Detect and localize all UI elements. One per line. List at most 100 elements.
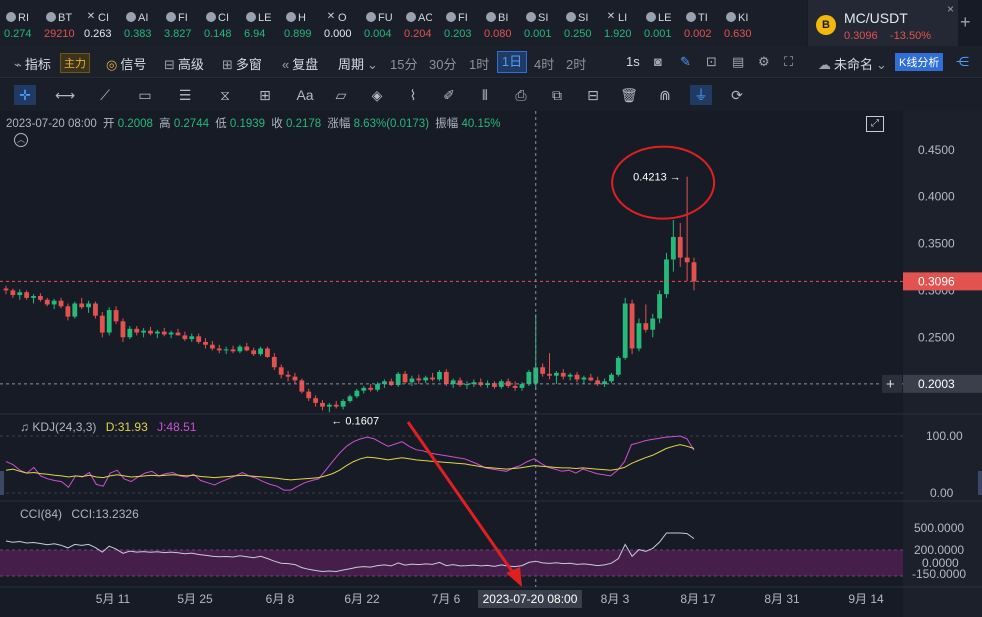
- ticker-item[interactable]: [764, 0, 804, 46]
- ticker-item[interactable]: FI 0.203: [444, 0, 484, 46]
- trash-icon[interactable]: 🗑: [620, 87, 638, 103]
- ticker-price: 0.204: [404, 28, 432, 40]
- period-2h[interactable]: 2时: [566, 57, 587, 72]
- magnet-icon[interactable]: ⋒: [659, 87, 671, 103]
- ticker-price: 0.004: [364, 28, 392, 40]
- crosshair-price-label: 0.2003: [918, 377, 955, 391]
- ticker-item[interactable]: BI 0.080: [484, 0, 524, 46]
- candle-body: [148, 330, 153, 334]
- candle-body: [203, 341, 208, 345]
- filter-icon[interactable]: ⏚: [690, 85, 712, 105]
- ticker-price: 0.250: [564, 28, 592, 40]
- text-icon[interactable]: Aa: [296, 87, 314, 103]
- replay-button[interactable]: «复盘: [282, 54, 318, 73]
- cci-legend[interactable]: CCI(84) CCI:13.2326: [20, 507, 139, 521]
- period-dropdown[interactable]: 周期 ⌄: [338, 54, 381, 73]
- add-tab-icon[interactable]: +: [960, 12, 971, 32]
- advanced-button[interactable]: ⊟ 高级: [164, 54, 204, 73]
- candle-body: [430, 377, 435, 380]
- candle-body: [664, 259, 669, 295]
- kdj-j-value: J:48.51: [157, 420, 197, 434]
- multi-window-button[interactable]: ⊞ 多窗: [222, 54, 262, 73]
- main-badge[interactable]: 主力: [60, 53, 90, 73]
- candle-body: [251, 350, 257, 355]
- ticker-item[interactable]: TI 0.002: [684, 0, 724, 46]
- collapse-icon[interactable]: ︿: [14, 133, 28, 147]
- measure-icon[interactable]: ⧖: [220, 87, 230, 103]
- candle-body: [567, 374, 573, 377]
- price-axis-label: 0.4000: [918, 190, 955, 204]
- ticker-strip: RI 0.274 BT 29210 ✕ CI 0.263 AI 0.383 FI 3.827 CI 0.…: [0, 0, 807, 46]
- ticker-item[interactable]: SI 0.001: [524, 0, 564, 46]
- ticker-item[interactable]: KI 0.630: [724, 0, 764, 46]
- crosshair-icon[interactable]: ✛: [14, 85, 36, 105]
- ruler-icon[interactable]: ⌇: [409, 87, 417, 103]
- ticker-item[interactable]: ✕ LI 1.920: [604, 0, 644, 46]
- change-label: 涨幅: [327, 118, 351, 130]
- indicators-button[interactable]: ⌁ 指标: [14, 54, 51, 73]
- candle-body: [86, 303, 91, 308]
- parallel-channel-icon[interactable]: ☰: [178, 87, 192, 103]
- period-1s[interactable]: 1s: [626, 54, 640, 69]
- layout-name-dropdown[interactable]: ☁ 未命名 ⌄: [818, 54, 890, 73]
- duplicate-icon[interactable]: ⧉: [552, 87, 562, 103]
- trend-line-icon[interactable]: ⟋: [100, 87, 110, 103]
- amplitude-label: 振幅: [435, 118, 459, 130]
- h-line-icon[interactable]: ⟷: [54, 87, 76, 103]
- coin-icon: [126, 12, 136, 22]
- pencil-icon[interactable]: ✐: [443, 87, 455, 103]
- candle-body: [278, 367, 284, 375]
- copy-icon[interactable]: ⎙: [515, 87, 527, 103]
- period-1d[interactable]: 1日: [497, 51, 527, 73]
- low-label: 低: [215, 118, 227, 130]
- sync-icon[interactable]: ⟳: [731, 87, 743, 103]
- share-icon[interactable]: ⋲: [956, 54, 969, 69]
- ticker-item[interactable]: SI 0.250: [564, 0, 604, 46]
- price-chart[interactable]: 0.45000.40000.35000.30000.25000.30960.20…: [0, 111, 982, 617]
- ticker-item[interactable]: AI 0.383: [124, 0, 164, 46]
- coin-icon: [726, 12, 736, 22]
- candle-body: [285, 374, 291, 377]
- ticker-item[interactable]: LE 6.94: [244, 0, 284, 46]
- ticker-item[interactable]: AC 0.204: [404, 0, 444, 46]
- close-tab-icon[interactable]: ×: [946, 2, 954, 16]
- expand-icon[interactable]: ⛶: [784, 54, 794, 69]
- ticker-item[interactable]: ✕ O 0.000: [324, 0, 364, 46]
- ticker-item[interactable]: LE 0.001: [644, 0, 684, 46]
- period-30m[interactable]: 30分: [429, 57, 457, 72]
- candle-pattern-icon[interactable]: ⫴: [482, 87, 488, 103]
- add-box-icon[interactable]: ⊞: [259, 87, 271, 103]
- layout-icon[interactable]: ▤: [732, 54, 745, 69]
- period-4h[interactable]: 4时: [534, 57, 555, 72]
- bell-icon[interactable]: ♫: [20, 420, 29, 434]
- time-axis-label: 8月 3: [601, 592, 630, 606]
- ticker-item[interactable]: RI 0.274: [4, 0, 44, 46]
- ticker-item[interactable]: FI 3.827: [164, 0, 204, 46]
- fib-icon[interactable]: ◈: [371, 87, 383, 103]
- cci-axis-label: 200.0000: [914, 543, 964, 557]
- ticker-item[interactable]: ✕ CI 0.263: [84, 0, 124, 46]
- signal-button[interactable]: ◎ 信号: [106, 54, 146, 73]
- brush-icon[interactable]: ▱: [335, 87, 347, 103]
- kline-analysis-button[interactable]: K线分析: [895, 53, 944, 71]
- fullscreen-icon[interactable]: ⤢: [866, 116, 884, 132]
- candle-body: [361, 387, 367, 391]
- camera-icon[interactable]: ◙: [654, 54, 662, 69]
- rectangle-icon[interactable]: ▭: [138, 87, 152, 103]
- chart-area[interactable]: 0.45000.40000.35000.30000.25000.30960.20…: [0, 111, 982, 617]
- ticker-item[interactable]: H 0.899: [284, 0, 324, 46]
- settings-list-icon[interactable]: ⊟: [587, 87, 599, 103]
- coin-icon: [526, 12, 536, 22]
- ticker-item[interactable]: FU 0.004: [364, 0, 404, 46]
- pair-tab[interactable]: B MC/USDT 0.3096 -13.50% ×: [808, 0, 958, 46]
- pencil-icon[interactable]: ✎: [680, 54, 691, 69]
- alert-icon[interactable]: ⊡: [706, 54, 717, 69]
- ticker-item[interactable]: CI 0.148: [204, 0, 244, 46]
- candle-body: [615, 357, 621, 375]
- ticker-item[interactable]: BT 29210: [44, 0, 84, 46]
- period-1h[interactable]: 1时: [469, 57, 490, 72]
- settings-icon[interactable]: ⚙: [758, 54, 770, 69]
- candle-body: [402, 373, 408, 383]
- kdj-legend[interactable]: ♫ KDJ(24,3,3) D:31.93 J:48.51: [20, 420, 196, 434]
- period-15m[interactable]: 15分: [390, 57, 418, 72]
